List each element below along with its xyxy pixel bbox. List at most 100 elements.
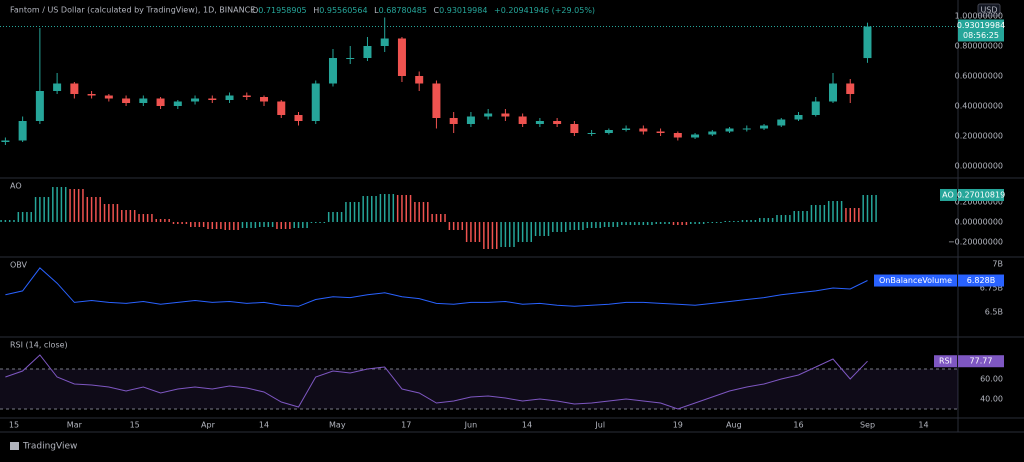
y-tick-label: 0.40000000 [955,102,1003,111]
x-tick-label: 15 [130,421,140,430]
candle-body [328,58,337,84]
candle-body [242,95,251,97]
y-tick-label: 1.00000000 [955,12,1003,21]
candle-body [346,58,355,59]
y-tick-label: 60.00 [980,375,1003,384]
candle-body [604,130,613,133]
candle-body [294,115,303,121]
y-tick-label: 0.20000000 [955,132,1003,141]
currency[interactable]: USD [980,6,997,15]
series-name: RSI [939,357,952,366]
candle-body [777,119,786,126]
candle-body [397,38,406,76]
candle-body [742,128,751,130]
series-badge [874,274,957,287]
candle-body [673,133,682,138]
ohlc-value: 0.68780485 [379,6,427,15]
candle-body [553,121,562,124]
value-badge [958,274,1004,287]
candle-body [225,95,234,100]
change: +0.20941946 (+29.05%) [494,6,595,15]
x-tick-label: Sep [860,421,875,430]
series-name: AO [942,190,954,199]
x-tick-label: 14 [918,421,928,430]
candle-body [587,133,596,134]
last-value: 77.77 [970,357,993,366]
candle-body [466,116,475,124]
last-price: 0.93019984 [957,21,1005,30]
y-tick-label: 40.00 [980,395,1003,404]
candle-body [1,140,10,142]
candle-body [811,101,820,115]
candle-body [828,83,837,102]
series-name: OnBalanceVolume [879,276,952,285]
value-badge [958,188,1004,201]
x-tick-label: 14 [522,421,532,430]
candle-body [501,113,510,117]
candle-body [794,115,803,120]
candle-body [70,83,79,94]
brand: TradingView [22,442,77,452]
ohlc: O0.71958905 H0.95560564 L0.68780485 C0.9… [252,6,595,15]
ohlc-label: L [374,6,379,15]
x-tick-label: 16 [793,421,803,430]
candles [1,17,872,145]
candle-body [518,116,527,124]
ohlc-label: O [252,6,258,15]
pane-title: AO [10,182,22,191]
series-badge [934,355,957,368]
indicator-line [5,267,868,307]
x-tick-label: 14 [259,421,269,430]
ohlc-value: 0.93019984 [439,6,487,15]
candle-body [87,94,96,96]
candle-body [725,128,734,132]
candle-body [639,128,648,132]
footer-logo: TradingView [10,442,77,452]
x-tick-label: Aug [726,421,742,430]
x-tick-label: 19 [673,421,683,430]
series-badge [940,188,957,201]
value-badge [958,355,1004,368]
x-tick-label: 15 [9,421,19,430]
candle-body [173,101,182,106]
y-tick-label: −0.20000000 [948,238,1003,247]
candle-body [35,91,44,121]
y-tick-label: 0.00000000 [955,162,1003,171]
candle-body [260,97,269,102]
y-tick-label: 6.5B [985,308,1003,317]
candle-body [570,124,579,133]
countdown: 08:56:25 [963,31,999,40]
y-tick-label: 7B [992,260,1003,269]
last-value: 0.27010819 [957,190,1005,199]
y-tick-label: 0.20000000 [955,198,1003,207]
candle-body [656,131,665,133]
candle-body [708,131,717,135]
y-tick-label: 0.00000000 [955,218,1003,227]
candle-body [691,134,700,138]
candle-body [191,98,200,102]
candle-body [380,38,389,46]
pane-title: OBV [10,261,28,270]
candle-body [156,98,165,106]
candle-body [622,128,631,130]
candle-body [484,113,493,117]
rsi-band [0,369,958,409]
candle-body [53,83,62,91]
symbol: Fantom / US Dollar (calculated by Tradin… [10,6,255,15]
x-tick-label: Mar [67,421,83,430]
x-tick-label: 17 [401,421,411,430]
x-tick-label: Jul [594,421,605,430]
candle-body [432,83,441,118]
x-tick-label: May [329,421,346,430]
currency-button[interactable] [977,3,1001,17]
x-tick-label: Apr [201,421,216,430]
candle-body [122,98,131,103]
candle-body [535,121,544,124]
y-tick-label: 0.60000000 [955,72,1003,81]
ohlc-value: 0.71958905 [258,6,306,15]
candle-body [18,121,27,141]
ohlc-label: C [434,6,440,15]
